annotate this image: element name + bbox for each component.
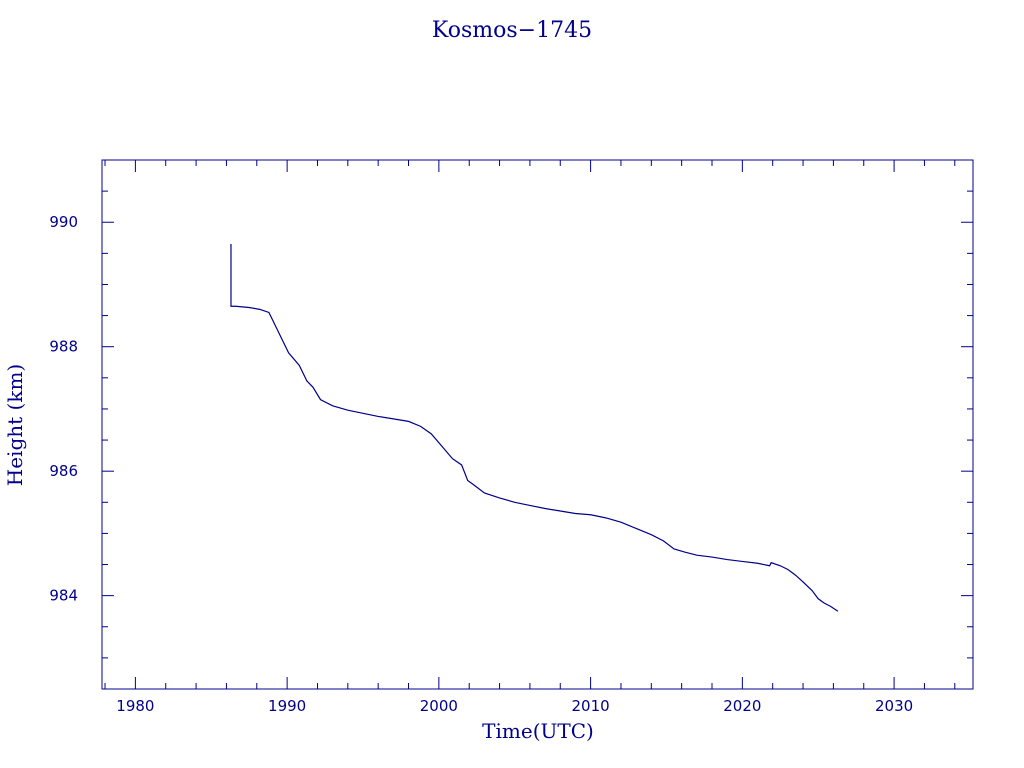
x-axis-ticks xyxy=(104,160,956,689)
y-tick-label: 990 xyxy=(49,213,78,231)
y-tick-label: 988 xyxy=(49,338,78,356)
y-axis-tick-labels: 984 986 988 990 xyxy=(49,213,78,604)
series-line xyxy=(230,244,839,612)
y-tick-label: 986 xyxy=(49,462,78,480)
x-tick-label: 2030 xyxy=(875,697,913,715)
x-tick-label: 2020 xyxy=(723,697,761,715)
y-axis-label: Height (km) xyxy=(3,364,27,486)
chart-title: Kosmos−1745 xyxy=(432,18,592,43)
x-tick-label: 2000 xyxy=(420,697,458,715)
y-tick-label: 984 xyxy=(49,587,78,605)
x-tick-label: 1980 xyxy=(116,697,154,715)
x-tick-label: 1990 xyxy=(268,697,306,715)
x-tick-label: 2010 xyxy=(572,697,610,715)
plot-frame xyxy=(101,159,974,690)
y-axis-ticks xyxy=(102,159,973,690)
x-axis-label: Time(UTC) xyxy=(482,719,594,743)
x-axis-tick-labels: 1980 1990 2000 2010 2020 2030 xyxy=(116,697,913,715)
